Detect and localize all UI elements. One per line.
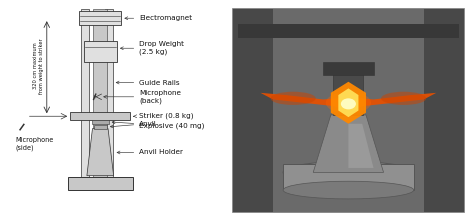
Bar [333,71,364,115]
Bar [233,9,464,49]
Bar [92,120,109,124]
Text: Explosive (40 mg): Explosive (40 mg) [112,121,205,129]
Ellipse shape [271,92,316,105]
Bar [233,9,273,212]
Text: Drop Weight
(2.5 kg): Drop Weight (2.5 kg) [120,42,184,55]
Bar [68,177,133,190]
Text: Microphone
(side): Microphone (side) [16,137,54,151]
Bar [83,41,117,62]
Ellipse shape [326,92,371,114]
Polygon shape [87,129,114,176]
Ellipse shape [381,92,426,105]
Polygon shape [331,82,366,124]
Bar [238,24,459,38]
Bar [273,9,424,212]
Polygon shape [261,93,348,110]
Text: Anvil: Anvil [110,121,157,128]
Ellipse shape [341,98,356,109]
Polygon shape [348,93,436,110]
Bar [93,9,108,177]
Text: Steel Base: Steel Base [82,180,118,186]
Text: 320 cm maximum
from weight to striker: 320 cm maximum from weight to striker [33,38,44,93]
Bar [93,125,107,129]
Text: Microphone
(back): Microphone (back) [104,90,181,104]
Bar [82,9,89,177]
Bar [70,112,130,120]
Bar [323,62,374,75]
Polygon shape [313,115,383,172]
Bar [424,9,464,212]
Bar [79,11,121,25]
Polygon shape [348,124,374,168]
Ellipse shape [283,161,414,183]
Bar [105,9,113,177]
Text: Striker (0.8 kg): Striker (0.8 kg) [134,113,194,120]
Text: Electromagnet: Electromagnet [125,15,192,21]
Text: Guide Rails: Guide Rails [116,80,180,86]
Polygon shape [338,88,358,117]
Text: Anvil Holder: Anvil Holder [117,149,183,156]
Bar [283,164,414,190]
Ellipse shape [283,181,414,199]
